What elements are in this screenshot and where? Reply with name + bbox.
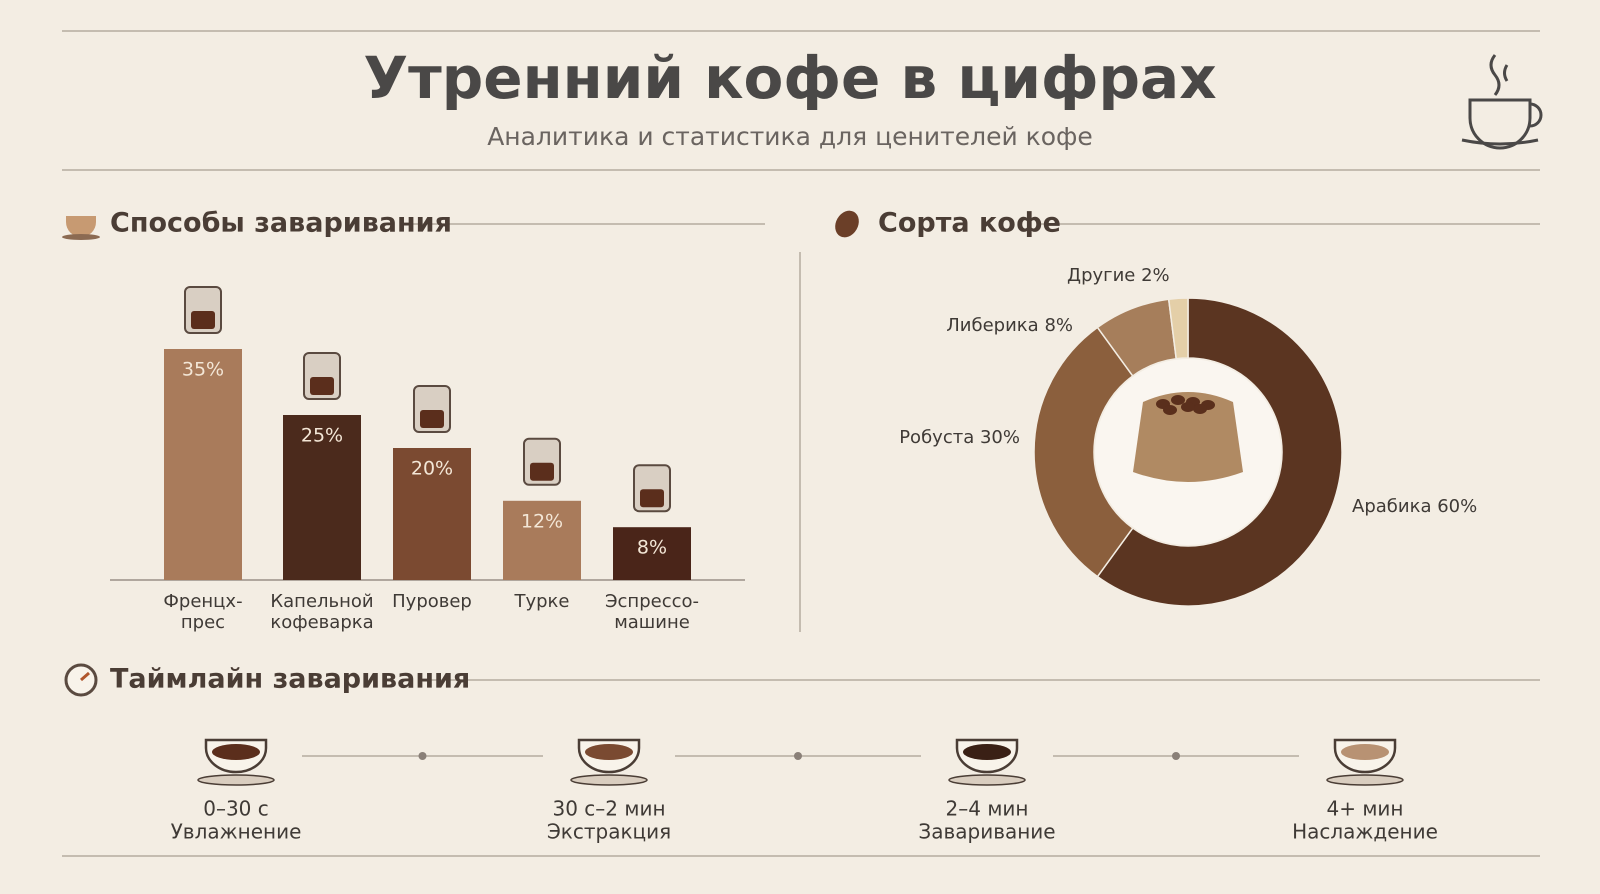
brew-icon xyxy=(633,464,671,513)
step-label: Увлажнение xyxy=(171,820,302,844)
slice-name: Либерика xyxy=(946,315,1038,336)
step-label: Экстракция xyxy=(547,820,671,844)
bar xyxy=(164,349,242,580)
donut-slice xyxy=(1167,297,1189,360)
cup-icon xyxy=(1461,54,1543,150)
brew-icon xyxy=(523,437,561,486)
step-label: Наслаждение xyxy=(1292,820,1438,844)
category-label: Капельной кофеварка xyxy=(270,591,374,633)
brew-icon xyxy=(303,352,341,400)
section-title: Способы заваривания xyxy=(110,208,452,239)
slice-value: 60% xyxy=(1437,496,1477,517)
section-title: Таймлайн заваривания xyxy=(110,664,470,695)
slice-value: 30% xyxy=(980,427,1020,448)
donut-slice xyxy=(1096,297,1343,607)
slice-label: Либерика 8% xyxy=(946,315,1073,336)
value-label: 12% xyxy=(521,510,563,532)
bar xyxy=(613,527,691,580)
step-saucer xyxy=(197,774,275,786)
bar xyxy=(503,500,581,580)
brew-icon xyxy=(413,385,451,433)
slice-value: 8% xyxy=(1044,315,1073,336)
bar xyxy=(283,415,361,580)
connector-dot xyxy=(1172,752,1180,760)
step-coffee xyxy=(585,744,633,760)
connector-dot xyxy=(418,752,427,760)
section-icon xyxy=(62,210,859,697)
step-time: 30 с–2 мин xyxy=(552,797,665,821)
step-time: 2–4 мин xyxy=(946,797,1029,821)
icon-coffee xyxy=(310,377,334,395)
rules xyxy=(62,30,1540,857)
step-saucer xyxy=(570,774,648,786)
donut-slice xyxy=(1033,326,1134,578)
connector-dot xyxy=(794,752,802,760)
icon-coffee xyxy=(420,410,444,428)
value-label: 8% xyxy=(637,537,667,559)
page-title: Утренний кофе в цифрах xyxy=(363,44,1216,112)
category-label: Эспрессо- машине xyxy=(604,591,700,633)
slice-value: 2% xyxy=(1141,265,1170,286)
bean xyxy=(1193,404,1207,414)
icon-coffee xyxy=(191,311,215,329)
step-time: 4+ мин xyxy=(1326,797,1403,821)
brew-icon xyxy=(184,286,222,334)
value-label: 20% xyxy=(411,458,453,480)
category-label: Френцх- прес xyxy=(163,591,243,633)
step-coffee xyxy=(1341,744,1389,760)
slice-name: Робуста xyxy=(899,427,974,448)
slice-label: Робуста 30% xyxy=(899,427,1020,448)
slice-name: Арабика xyxy=(1352,496,1431,517)
marks: 35% 25% 20% 12% 8% Арабика 60% Робуста 30% Либе… xyxy=(164,265,1477,844)
icon-coffee xyxy=(530,462,554,481)
step-coffee xyxy=(212,744,260,760)
step-coffee xyxy=(963,744,1011,760)
bar xyxy=(393,448,471,580)
value-label: 35% xyxy=(182,359,224,381)
slice-label: Другие 2% xyxy=(1067,265,1170,286)
step-time: 0–30 с xyxy=(203,797,269,821)
value-label: 25% xyxy=(301,425,343,447)
section-title: Сорта кофе xyxy=(878,208,1061,239)
bean xyxy=(1171,395,1185,405)
page-subtitle: Аналитика и статистика для ценителей коф… xyxy=(487,122,1093,151)
bean xyxy=(1181,402,1195,412)
category-label: Пуровер xyxy=(392,591,472,612)
step-saucer xyxy=(1326,774,1404,786)
bean-sack xyxy=(1133,392,1243,482)
bean xyxy=(1163,405,1177,415)
category-label: Турке xyxy=(514,591,570,612)
step-label: Заваривание xyxy=(918,820,1055,844)
step-saucer xyxy=(948,774,1026,786)
slice-name: Другие xyxy=(1067,265,1135,286)
icon-coffee xyxy=(640,489,664,508)
slice-label: Арабика 60% xyxy=(1352,496,1477,517)
